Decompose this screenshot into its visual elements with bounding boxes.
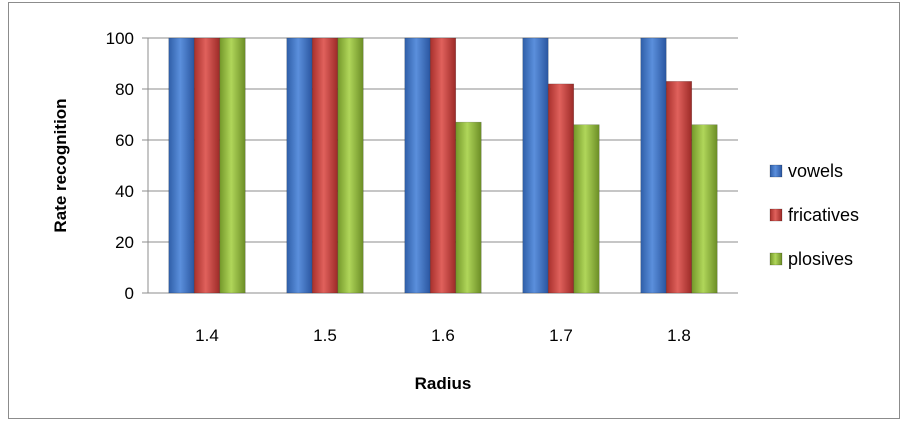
y-tick-label: 80 xyxy=(115,80,134,99)
bar-plosives-1.5 xyxy=(337,37,364,294)
legend: vowels fricatives plosives xyxy=(769,161,859,269)
legend-label-plosives: plosives xyxy=(788,249,853,269)
bar-plosives-1.4 xyxy=(219,37,246,294)
legend-swatch-plosives xyxy=(769,252,783,266)
y-tick-label: 20 xyxy=(115,233,134,252)
bar-fricatives-1.4 xyxy=(193,37,221,294)
x-tick-label: 1.5 xyxy=(313,326,337,345)
bar-fricatives-1.8 xyxy=(665,81,693,294)
x-tick-label: 1.8 xyxy=(667,326,691,345)
x-tick-label: 1.6 xyxy=(431,326,455,345)
bar-fricatives-1.5 xyxy=(311,37,339,294)
bar-vowels-1.6 xyxy=(404,37,431,294)
legend-label-vowels: vowels xyxy=(788,161,843,181)
x-tick-labels: 1.4 1.5 1.6 1.7 1.8 xyxy=(195,326,691,345)
legend-swatch-fricatives xyxy=(769,208,783,222)
bar-vowels-1.7 xyxy=(522,37,549,294)
bar-fricatives-1.7 xyxy=(547,83,575,294)
bar-vowels-1.8 xyxy=(640,37,667,294)
legend-swatch-vowels xyxy=(769,164,783,178)
y-tick-label: 40 xyxy=(115,182,134,201)
bar-plosives-1.6 xyxy=(455,121,482,294)
x-tick-label: 1.4 xyxy=(195,326,219,345)
y-tick-label: 100 xyxy=(106,29,134,48)
y-tick-label: 0 xyxy=(125,284,134,303)
bar-plosives-1.8 xyxy=(691,124,718,294)
bar-vowels-1.5 xyxy=(286,37,313,294)
x-axis-title: Radius xyxy=(415,374,472,393)
bar-fricatives-1.6 xyxy=(429,37,457,294)
y-axis-title: Rate recognition xyxy=(51,98,70,232)
bar-plosives-1.7 xyxy=(573,124,600,294)
legend-label-fricatives: fricatives xyxy=(788,205,859,225)
y-tick-labels: 0 20 40 60 80 100 xyxy=(106,29,134,303)
bars xyxy=(168,37,718,294)
bar-vowels-1.4 xyxy=(168,37,195,294)
y-tick-label: 60 xyxy=(115,131,134,150)
x-tick-label: 1.7 xyxy=(549,326,573,345)
